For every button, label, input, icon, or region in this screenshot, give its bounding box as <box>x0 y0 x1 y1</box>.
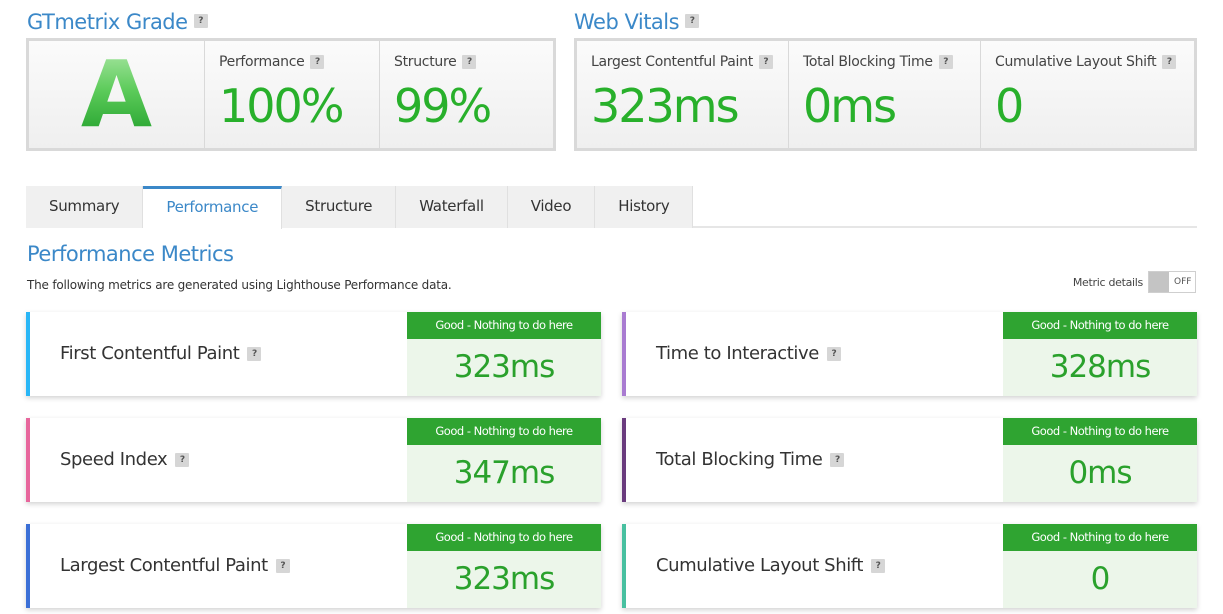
web-vitals-title: Web Vitals? <box>574 10 700 34</box>
tab-video[interactable]: Video <box>507 186 596 228</box>
help-icon[interactable]: ? <box>175 453 190 467</box>
help-icon[interactable]: ? <box>871 559 886 573</box>
help-icon[interactable]: ? <box>1162 55 1177 69</box>
help-icon[interactable]: ? <box>685 14 700 28</box>
performance-score: Performance? 100% <box>205 41 380 148</box>
toggle-switch[interactable]: OFF <box>1148 271 1196 293</box>
toggle-state: OFF <box>1174 277 1192 287</box>
structure-label: Structure <box>394 54 457 70</box>
metric-first-contentful-paint: First Contentful Paint? Good - Nothing t… <box>26 312 601 396</box>
toggle-label: Metric details <box>1072 275 1143 289</box>
metric-color-bar <box>622 524 626 608</box>
metric-status: Good - Nothing to do here <box>1003 312 1197 339</box>
help-icon[interactable]: ? <box>830 453 845 467</box>
structure-value: 99% <box>394 79 492 133</box>
report-tabs: Summary Performance Structure Waterfall … <box>26 186 694 229</box>
vital-label: Largest Contentful Paint <box>591 54 753 70</box>
metric-color-bar <box>26 418 30 502</box>
metrics-description: The following metrics are generated usin… <box>27 278 452 292</box>
vital-lcp: Largest Contentful Paint? 323ms <box>577 41 789 148</box>
toggle-knob[interactable] <box>1149 272 1169 292</box>
metric-largest-contentful-paint: Largest Contentful Paint? Good - Nothing… <box>26 524 601 608</box>
performance-metrics-title: Performance Metrics <box>27 242 234 266</box>
help-icon[interactable]: ? <box>310 55 325 69</box>
metric-badge: Good - Nothing to do here 323ms <box>407 524 601 608</box>
metric-name: Cumulative Layout Shift <box>656 555 864 576</box>
metric-value: 347ms <box>453 455 556 491</box>
metric-status: Good - Nothing to do here <box>1003 418 1197 445</box>
metric-cumulative-layout-shift: Cumulative Layout Shift? Good - Nothing … <box>622 524 1197 608</box>
metric-status: Good - Nothing to do here <box>407 312 601 339</box>
metric-value: 328ms <box>1049 349 1152 385</box>
metric-status: Good - Nothing to do here <box>1003 524 1197 551</box>
metric-badge: Good - Nothing to do here 347ms <box>407 418 601 502</box>
metric-speed-index: Speed Index? Good - Nothing to do here 3… <box>26 418 601 502</box>
gtmetrix-grade-title: GTmetrix Grade? <box>27 10 208 34</box>
vital-tbt: Total Blocking Time? 0ms <box>789 41 981 148</box>
metric-name: Total Blocking Time <box>656 449 823 470</box>
help-icon[interactable]: ? <box>826 347 841 361</box>
vital-cls: Cumulative Layout Shift? 0 <box>981 41 1194 148</box>
metric-value: 0 <box>1090 561 1111 597</box>
metric-time-to-interactive: Time to Interactive? Good - Nothing to d… <box>622 312 1197 396</box>
metric-name: First Contentful Paint <box>60 343 240 364</box>
metric-value: 323ms <box>453 349 556 385</box>
metric-status: Good - Nothing to do here <box>407 418 601 445</box>
tab-waterfall[interactable]: Waterfall <box>396 186 508 228</box>
help-icon[interactable]: ? <box>758 55 773 69</box>
vital-label: Total Blocking Time <box>803 54 933 70</box>
metric-details-toggle[interactable]: Metric details OFF <box>1073 271 1196 293</box>
help-icon[interactable]: ? <box>193 14 208 28</box>
grade-letter: A <box>80 40 153 148</box>
web-vitals-panel: Largest Contentful Paint? 323ms Total Bl… <box>574 38 1197 151</box>
metric-badge: Good - Nothing to do here 323ms <box>407 312 601 396</box>
metric-color-bar <box>622 312 626 396</box>
metric-badge: Good - Nothing to do here 0 <box>1003 524 1197 608</box>
metric-color-bar <box>26 312 30 396</box>
tab-structure[interactable]: Structure <box>282 186 397 228</box>
structure-score: Structure? 99% <box>380 41 553 148</box>
metric-name: Time to Interactive <box>656 343 819 364</box>
performance-label: Performance <box>219 54 305 70</box>
metric-color-bar <box>26 524 30 608</box>
vital-label: Cumulative Layout Shift <box>995 54 1157 70</box>
help-icon[interactable]: ? <box>247 347 262 361</box>
tab-performance[interactable]: Performance <box>143 186 283 229</box>
metric-status: Good - Nothing to do here <box>407 524 601 551</box>
metric-badge: Good - Nothing to do here 0ms <box>1003 418 1197 502</box>
help-icon[interactable]: ? <box>462 55 477 69</box>
vital-value: 0ms <box>803 79 897 133</box>
metric-value: 0ms <box>1068 455 1132 491</box>
grade-letter-cell: A <box>29 41 205 148</box>
vital-value: 323ms <box>591 79 740 133</box>
metric-badge: Good - Nothing to do here 328ms <box>1003 312 1197 396</box>
grade-panel: A Performance? 100% Structure? 99% <box>26 38 556 151</box>
help-icon[interactable]: ? <box>275 559 290 573</box>
help-icon[interactable]: ? <box>938 55 953 69</box>
metric-name: Largest Contentful Paint <box>60 555 268 576</box>
tab-history[interactable]: History <box>595 186 694 228</box>
metric-color-bar <box>622 418 626 502</box>
metric-name: Speed Index <box>60 449 168 470</box>
metric-total-blocking-time: Total Blocking Time? Good - Nothing to d… <box>622 418 1197 502</box>
metric-value: 323ms <box>453 561 556 597</box>
performance-value: 100% <box>219 79 345 133</box>
vital-value: 0 <box>995 79 1024 133</box>
tab-summary[interactable]: Summary <box>26 186 144 228</box>
